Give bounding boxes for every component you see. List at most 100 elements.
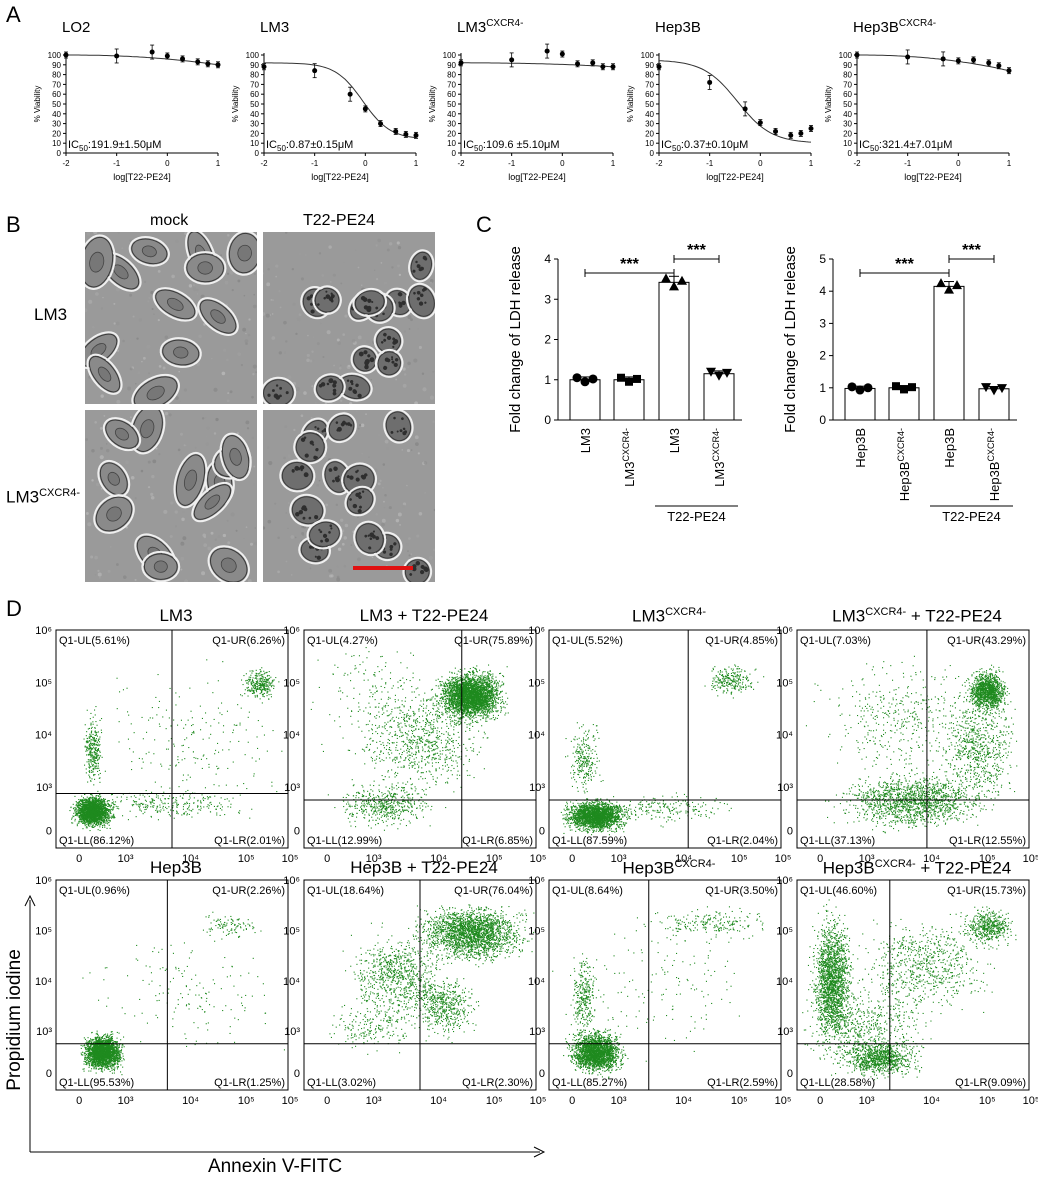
y-tick-label: 20 — [843, 129, 852, 138]
data-point — [808, 125, 814, 132]
x-tick-label: 10⁴ — [923, 853, 940, 865]
replicate-marker — [900, 385, 908, 394]
x-axis-label: log[T22-PE24] — [508, 172, 566, 182]
x-tick-label: 10⁴ — [430, 853, 447, 865]
flow-plot-0: Q1-UL(5.61%) Q1-UR(6.26%) Q1-LL(86.12%) Q1-… — [35, 625, 298, 865]
y-tick-label: 0 — [787, 826, 793, 838]
y-axis-label: Fold change of LDH release — [782, 246, 799, 433]
y-tick-label: 10³ — [777, 1026, 793, 1038]
y-tick-label: 70 — [843, 80, 852, 89]
y-tick-label: 10³ — [529, 1026, 545, 1038]
replicate-marker — [952, 280, 962, 290]
y-tick-label: 5 — [819, 252, 826, 266]
x-tick-label: 0 — [165, 159, 170, 168]
flow-plot-title: Hep3BCXCR4- + T22-PE24 — [793, 858, 1038, 879]
x-tick-label: 10⁵ — [238, 1095, 255, 1107]
fit-curve — [857, 54, 1010, 72]
significance-marker: *** — [687, 242, 706, 259]
x-tick-label: 0 — [560, 159, 565, 168]
bar — [613, 379, 645, 421]
quadrant-ul: Q1-UL(18.64%) — [307, 885, 384, 897]
x-axis-label: log[T22-PE24] — [113, 172, 171, 182]
significance-marker: *** — [620, 256, 639, 273]
y-tick-label: 4 — [819, 284, 826, 298]
y-tick-label: 70 — [447, 80, 456, 89]
data-point — [788, 131, 794, 139]
y-tick-label: 10 — [52, 139, 61, 148]
y-tick-label: 40 — [645, 110, 654, 119]
y-tick-label: 10⁴ — [776, 730, 793, 742]
micrograph-0 — [85, 232, 257, 404]
data-point — [195, 58, 201, 66]
quadrant-ur: Q1-UR(75.89%) — [454, 635, 533, 647]
micrograph-3 — [263, 410, 435, 582]
y-tick-label: 10 — [447, 139, 456, 148]
quadrant-ll: Q1-LL(95.53%) — [59, 1077, 134, 1089]
data-point — [458, 59, 464, 67]
y-tick-label: 3 — [544, 292, 551, 306]
y-tick-label: 90 — [447, 61, 456, 70]
y-tick-label: 10⁴ — [283, 976, 300, 988]
x-tick-label: 10⁵ — [775, 853, 792, 865]
y-tick-label: 1 — [544, 373, 551, 387]
micrograph-1 — [263, 232, 435, 404]
category-label: Hep3BCXCR4- — [986, 428, 1002, 501]
data-point — [544, 43, 550, 59]
flow-plot-6: Q1-UL(8.64%) Q1-UR(3.50%) Q1-LL(85.27%) Q1-… — [528, 875, 791, 1107]
data-point — [996, 62, 1002, 70]
x-tick-label: 10⁴ — [430, 1095, 447, 1107]
y-tick-label: 10⁴ — [528, 730, 545, 742]
y-tick-label: 10⁴ — [35, 976, 52, 988]
quadrant-ll: Q1-LL(86.12%) — [59, 835, 134, 847]
bar — [703, 373, 735, 421]
y-tick-label: 50 — [645, 100, 654, 109]
y-tick-label: 30 — [52, 120, 61, 129]
x-tick-label: 10³ — [366, 1095, 382, 1107]
y-tick-label: 10⁶ — [528, 625, 545, 637]
micrograph-2 — [85, 410, 257, 582]
y-tick-label: 50 — [52, 100, 61, 109]
chart-title: Hep3BCXCR4- — [853, 18, 936, 36]
y-tick-label: 90 — [250, 61, 259, 70]
x-tick-label: -2 — [457, 159, 465, 168]
quadrant-ul: Q1-UL(46.60%) — [800, 885, 877, 897]
flow-plot-2: Q1-UL(5.52%) Q1-UR(4.85%) Q1-LL(87.59%) Q1-… — [528, 625, 791, 865]
x-tick-label: -1 — [311, 159, 319, 168]
fit-curve — [461, 62, 614, 68]
x-tick-label: -2 — [260, 159, 268, 168]
data-point — [509, 52, 515, 68]
quadrant-ul: Q1-UL(8.64%) — [552, 885, 623, 897]
quadrant-ll: Q1-LL(87.59%) — [552, 835, 627, 847]
y-tick-label: 10³ — [284, 782, 300, 794]
y-axis-label: % Viability — [231, 86, 240, 123]
y-tick-label: 10³ — [36, 1026, 52, 1038]
data-point — [347, 86, 353, 102]
x-tick-label: 10⁴ — [182, 853, 199, 865]
x-tick-label: 1 — [809, 159, 814, 168]
y-tick-label: 0 — [787, 1068, 793, 1080]
data-point — [559, 50, 565, 58]
y-tick-label: 10⁶ — [528, 875, 545, 887]
data-point — [940, 51, 946, 67]
x-tick-label: -1 — [508, 159, 516, 168]
x-tick-label: -1 — [113, 159, 121, 168]
y-tick-label: 80 — [52, 71, 61, 80]
quadrant-ur: Q1-UR(2.26%) — [212, 885, 285, 897]
data-point — [798, 130, 804, 137]
replicate-marker — [669, 281, 679, 291]
replicate-marker — [989, 386, 999, 396]
replicate-marker — [633, 374, 641, 383]
x-tick-label: -2 — [853, 159, 861, 168]
y-tick-label: 90 — [645, 61, 654, 70]
y-tick-label: 10⁵ — [35, 677, 52, 689]
x-tick-label: 10³ — [611, 1095, 627, 1107]
y-tick-label: 10⁶ — [283, 875, 300, 887]
x-tick-label: -1 — [706, 159, 714, 168]
flow-plot-title: Hep3B — [52, 858, 300, 878]
x-tick-label: 1 — [1007, 159, 1012, 168]
x-tick-label: 0 — [817, 1095, 823, 1107]
y-tick-label: 10⁵ — [528, 677, 545, 689]
data-point — [854, 51, 860, 59]
replicate-marker — [706, 367, 716, 377]
